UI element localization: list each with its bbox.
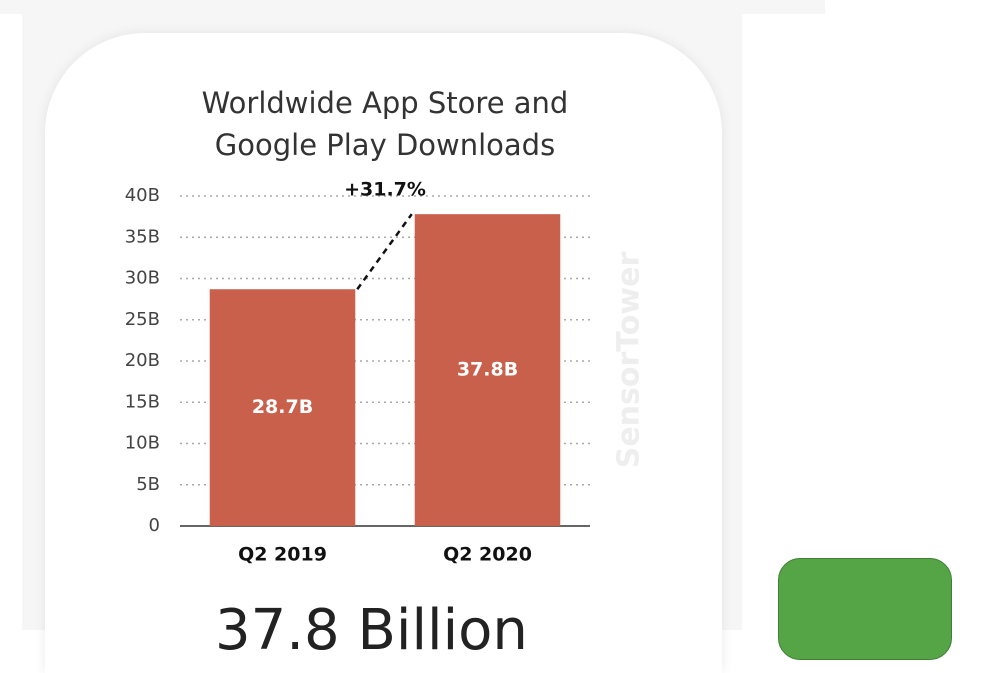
y-tick-label: 10B <box>125 433 160 454</box>
bar <box>209 289 356 526</box>
y-tick-label: 20B <box>125 350 160 371</box>
page: 37.8 Billion Worldwide App Store and Goo… <box>0 0 952 663</box>
y-tick-label: 0 <box>149 515 160 536</box>
card <box>45 33 722 673</box>
top-bar <box>0 0 825 14</box>
y-tick-label: 25B <box>125 309 160 330</box>
annotation: +31.7% <box>344 179 426 201</box>
chart-title: Google Play Downloads <box>215 128 555 162</box>
x-tick-label: Q2 2019 <box>238 544 327 566</box>
y-tick-label: 35B <box>125 226 160 247</box>
x-tick-label: Q2 2020 <box>443 544 532 566</box>
value-label: 28.7B <box>252 396 313 418</box>
y-tick-label: 15B <box>125 391 160 412</box>
y-tick-label: 40B <box>125 185 160 206</box>
chart: Worldwide App Store and Google Play Down… <box>125 86 647 566</box>
value-label: 37.8B <box>457 359 518 381</box>
watermark: SensorTower <box>612 252 647 469</box>
bar <box>414 214 561 526</box>
y-tick-label: 30B <box>125 268 160 289</box>
y-tick-label: 5B <box>136 474 160 495</box>
connector <box>356 213 413 290</box>
chart-title: Worldwide App Store and <box>202 86 569 120</box>
